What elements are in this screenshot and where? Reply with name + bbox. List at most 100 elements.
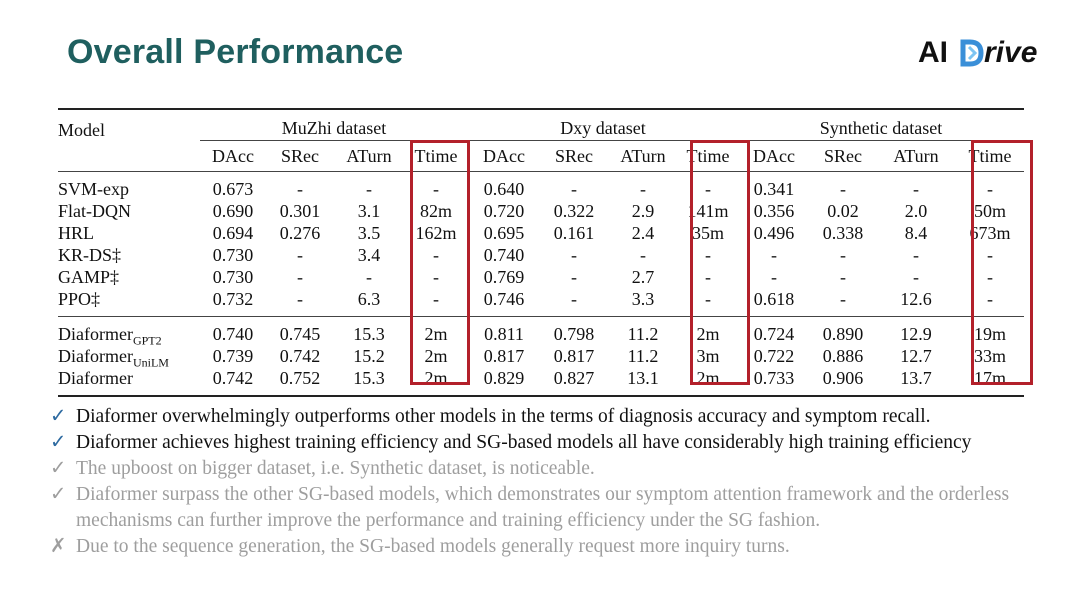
cell-synthetic-dacc: 0.733 [738, 367, 810, 397]
cell-muzhi-aturn: 3.1 [357, 200, 381, 221]
cross-icon: ✗ [50, 536, 67, 557]
metric-header-dxy-srec: SRec [540, 140, 608, 172]
logo-drive-text: rive [984, 36, 1038, 69]
cell-dxy-srec: 0.322 [553, 200, 595, 221]
cell-muzhi-srec: 0.301 [279, 200, 321, 221]
cell-dxy-srec: - [571, 244, 577, 265]
cell-dxy-dacc: 0.746 [468, 288, 540, 317]
logo-d-icon [960, 39, 984, 67]
cell-muzhi-dacc: 0.694 [212, 222, 254, 243]
cell-muzhi-dacc: 0.740 [212, 323, 254, 344]
metric-header-muzhi-aturn: ATurn [334, 140, 404, 172]
takeaway-item-1: ✓ Diaformer overwhelmingly outperforms o… [50, 404, 1070, 430]
cell-synthetic-srec: 0.906 [810, 367, 876, 397]
cell-synthetic-dacc: - [771, 266, 777, 287]
cell-muzhi-aturn: 15.2 [353, 345, 385, 366]
cell-dxy-dacc: 0.695 [483, 222, 525, 243]
table-row: DiaformerUniLM 0.739 0.742 15.2 2m 0.817 0.817… [58, 345, 1024, 369]
cell-dxy-srec: - [540, 288, 608, 317]
table-row: HRL 0.694 0.276 3.5 162m 0.695 0.161 2.4 35m 0.49… [58, 222, 1024, 244]
cell-dxy-aturn: 11.2 [627, 323, 659, 344]
cell-muzhi-dacc: 0.690 [212, 200, 254, 221]
cell-muzhi-ttime: 162m [415, 222, 457, 243]
cell-synthetic-ttime: 673m [969, 222, 1011, 243]
model-name: PPO‡ [58, 288, 200, 317]
cell-muzhi-aturn: 15.3 [353, 323, 385, 344]
check-icon: ✓ [50, 432, 67, 453]
cell-dxy-ttime: - [705, 266, 711, 287]
cell-synthetic-ttime: - [987, 266, 993, 287]
cell-synthetic-srec: - [840, 244, 846, 265]
model-name: KR-DS‡ [58, 244, 200, 266]
cell-dxy-aturn: 2.4 [631, 222, 655, 243]
model-name-text: Diaformer [58, 323, 133, 344]
cell-synthetic-srec: - [840, 178, 846, 199]
cell-muzhi-ttime: - [433, 178, 439, 199]
ttime-highlight-muzhi [410, 140, 470, 385]
cell-synthetic-srec: 0.886 [822, 345, 864, 366]
cell-synthetic-ttime: - [987, 244, 993, 265]
cell-dxy-srec: - [571, 178, 577, 199]
cell-synthetic-dacc: 0.356 [753, 200, 795, 221]
takeaway-text: Diaformer overwhelmingly outperforms oth… [76, 406, 931, 427]
cell-synthetic-srec: 0.02 [827, 200, 859, 221]
cell-dxy-srec: - [571, 266, 577, 287]
cell-muzhi-srec: 0.745 [279, 323, 321, 344]
cell-muzhi-ttime: 2m [424, 323, 448, 344]
cell-muzhi-aturn: 15.3 [334, 367, 404, 397]
cell-muzhi-aturn: 3.5 [357, 222, 381, 243]
cell-muzhi-srec: 0.276 [279, 222, 321, 243]
cell-synthetic-dacc: 0.496 [753, 222, 795, 243]
cell-synthetic-ttime: 33m [973, 345, 1006, 366]
model-name: Flat-DQN [58, 200, 200, 222]
cell-synthetic-aturn: 13.7 [876, 367, 956, 397]
cell-synthetic-srec: 0.890 [822, 323, 864, 344]
cell-muzhi-aturn: 3.4 [357, 244, 381, 265]
model-name: SVM-exp [58, 172, 200, 201]
table-row: GAMP‡ 0.730 - - - 0.769 - 2.7 - - - - - [58, 266, 1024, 288]
table-row: KR-DS‡ 0.730 - 3.4 - 0.740 - - - - - - - [58, 244, 1024, 266]
cell-synthetic-ttime: - [956, 288, 1024, 317]
cell-muzhi-aturn: 6.3 [334, 288, 404, 317]
cell-synthetic-aturn: - [913, 244, 919, 265]
cell-dxy-aturn: 2.9 [631, 200, 655, 221]
dataset-header-dxy: Dxy dataset [468, 116, 738, 141]
dataset-header-synthetic: Synthetic dataset [738, 116, 1024, 141]
model-name: HRL [58, 222, 200, 244]
model-name-text: PPO‡ [58, 288, 101, 309]
model-header: Model [58, 116, 200, 172]
check-icon: ✓ [50, 406, 67, 427]
cell-muzhi-dacc: 0.739 [212, 345, 254, 366]
model-name-text: SVM-exp [58, 178, 129, 199]
table-row: Diaformer 0.742 0.752 15.3 2m 0.829 0.827 13.1 2… [58, 367, 1024, 397]
takeaway-item-5: ✗ Due to the sequence generation, the SG… [50, 534, 1070, 560]
cell-dxy-ttime: - [705, 178, 711, 199]
takeaway-list: ✓ Diaformer overwhelmingly outperforms o… [50, 404, 1070, 560]
metric-header-muzhi-ttime: Ttime [404, 140, 468, 172]
takeaway-item-3: ✓ The upboost on bigger dataset, i.e. Sy… [50, 456, 1070, 482]
cell-dxy-dacc: 0.640 [483, 178, 525, 199]
takeaway-text: The upboost on bigger dataset, i.e. Synt… [76, 458, 595, 479]
model-name: GAMP‡ [58, 266, 200, 288]
table-row: Flat-DQN 0.690 0.301 3.1 82m 0.720 0.322 2.9 141… [58, 200, 1024, 222]
logo-ai-text: AI [918, 36, 948, 69]
cell-synthetic-aturn: 2.0 [904, 200, 928, 221]
cell-dxy-dacc: 0.811 [484, 323, 524, 344]
table-row: PPO‡ 0.732-6.3-0.746-3.3-0.618-12.6- [58, 288, 1024, 317]
dataset-header-muzhi: MuZhi dataset [200, 116, 468, 141]
cell-dxy-aturn: - [640, 244, 646, 265]
cell-muzhi-srec: - [297, 244, 303, 265]
check-icon: ✓ [50, 484, 67, 505]
cell-synthetic-aturn: - [913, 266, 919, 287]
cell-dxy-aturn: 11.2 [627, 345, 659, 366]
model-name-text: GAMP‡ [58, 266, 120, 287]
model-name-text: Diaformer [58, 367, 133, 388]
cell-synthetic-aturn: 12.7 [900, 345, 932, 366]
cell-synthetic-srec: - [810, 288, 876, 317]
cell-muzhi-dacc: 0.730 [212, 244, 254, 265]
model-name: Diaformer [58, 367, 200, 397]
cell-dxy-ttime: 141m [687, 200, 729, 221]
cell-synthetic-aturn: 12.9 [900, 323, 932, 344]
cell-muzhi-ttime: 2m [424, 345, 448, 366]
cell-dxy-aturn: 2.7 [631, 266, 655, 287]
